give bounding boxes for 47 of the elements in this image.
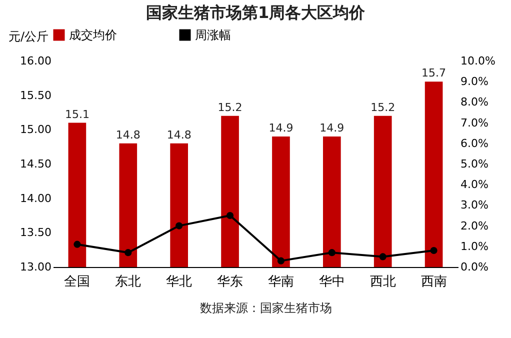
y-tick-label: 13.00 (20, 260, 52, 274)
legend-label: 成交均价 (69, 28, 117, 42)
y2-tick-label: 2.0% (460, 219, 488, 232)
data-label: 14.8 (166, 128, 192, 142)
y2-tick-label: 7.0% (460, 116, 488, 130)
data-label: 14.9 (268, 122, 294, 135)
y-tick-label: 15.50 (20, 88, 52, 102)
x-tick-label: 华中 (318, 274, 345, 290)
y2-tick-label: 1.0% (460, 240, 488, 253)
x-tick-label: 西南 (420, 274, 447, 290)
x-tick-label: 西北 (370, 274, 396, 290)
y2-tick-label: 3.0% (460, 198, 488, 212)
data-label: 15.2 (218, 100, 242, 114)
point (379, 253, 386, 260)
y-tick-label: 16.00 (20, 54, 52, 68)
y2-tick-label: 6.0% (460, 136, 488, 150)
point (277, 257, 285, 264)
point (74, 240, 81, 248)
y-axis-title: 元/公斤 (8, 30, 49, 44)
source-note: 数据来源：国家生猪市场 (200, 300, 332, 317)
point (124, 249, 132, 256)
chart-title: 国家生猪市场第1周各大区均价 (146, 3, 366, 22)
x-tick-label: 华东 (217, 274, 244, 290)
y2-tick-label: 0.0% (460, 260, 488, 274)
point (328, 249, 336, 256)
y2-tick-label: 5.0% (460, 158, 488, 170)
y2-tick-label: 4.0% (460, 178, 488, 192)
legend-label: 周涨幅 (195, 28, 231, 42)
point (176, 222, 183, 230)
x-tick-label: 华南 (268, 274, 294, 290)
data-label: 15.1 (64, 108, 90, 121)
point (430, 246, 438, 254)
x-tick-label: 东北 (115, 274, 142, 290)
data-label: 14.9 (320, 122, 344, 135)
data-label: 14.8 (116, 128, 140, 142)
y-tick-label: 14.00 (20, 192, 52, 205)
y-tick-label: 15.00 (20, 123, 52, 136)
x-tick-label: 全国 (64, 274, 90, 290)
data-label: 15.2 (370, 100, 396, 114)
y-tick-label: 14.50 (20, 158, 52, 170)
y2-tick-label: 8.0% (460, 96, 488, 109)
y2-tick-label: 9.0% (460, 75, 488, 88)
point (226, 212, 234, 220)
data-label: 15.7 (422, 66, 446, 80)
x-tick-label: 华北 (166, 274, 192, 290)
y-tick-label: 13.50 (20, 226, 52, 240)
y2-tick-label: 10.0% (460, 54, 496, 68)
